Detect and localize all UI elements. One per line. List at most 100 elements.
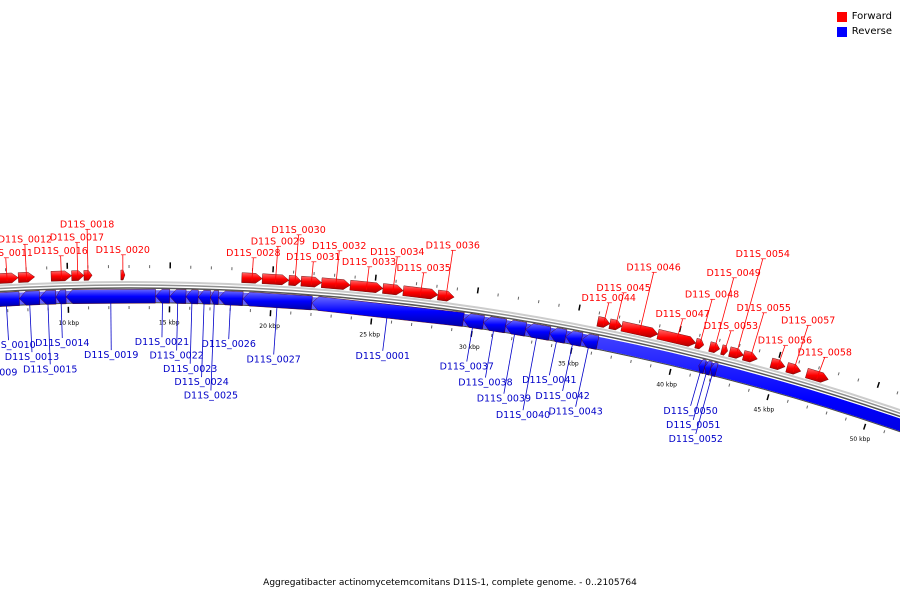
gene-label[interactable]: D11S_0015	[23, 364, 77, 375]
outer-tick	[778, 351, 782, 358]
gene-label[interactable]: D11S_0046	[626, 263, 680, 274]
label-layer: D11S_0006D11S_0011D11S_0012D11S_0016D11S…	[0, 219, 852, 445]
inner-tick	[806, 405, 809, 409]
scale-label: 40 kbp	[656, 381, 677, 388]
gene-label[interactable]: D11S_0038	[458, 378, 512, 389]
gene-label[interactable]: D11S_0023	[163, 364, 217, 375]
outer-tick	[558, 303, 560, 307]
gene-label[interactable]: D11S_0029	[251, 237, 305, 248]
forward-gene	[402, 285, 439, 300]
gene-label[interactable]: D11S_0050	[663, 406, 717, 417]
leader-line	[466, 326, 473, 362]
leader-line	[47, 303, 51, 365]
gene-label[interactable]: D11S_0040	[496, 410, 550, 421]
gene-label[interactable]: D11S_0032	[312, 241, 366, 252]
gene-label[interactable]: D11S_0028	[226, 248, 280, 259]
inner-tick	[825, 411, 828, 415]
gene-label[interactable]: D11S_0011	[0, 248, 33, 259]
gene-label[interactable]: D11S_0019	[84, 350, 138, 361]
leader-line	[86, 229, 89, 279]
gene-label[interactable]: D11S_0043	[548, 407, 602, 418]
leader-line	[503, 333, 516, 394]
legend-forward: Forward	[836, 9, 892, 24]
leader-line	[176, 302, 179, 351]
gene-label[interactable]: D11S_0021	[135, 337, 189, 348]
gene-label[interactable]: D11S_0022	[149, 350, 203, 361]
inner-tick	[862, 423, 867, 430]
gene-label[interactable]: D11S_0012	[0, 234, 52, 245]
leader-line	[638, 272, 654, 334]
gene-label[interactable]: D11S_0033	[342, 257, 396, 268]
leader-line	[723, 331, 732, 354]
forward-gene	[728, 346, 744, 359]
outer-tick	[818, 366, 820, 370]
leader-line	[60, 302, 63, 339]
inner-tick	[747, 388, 750, 392]
gene-label[interactable]: D11S_0044	[582, 293, 636, 304]
outer-tick	[638, 319, 641, 323]
gene-label[interactable]: D11S_0056	[758, 336, 812, 347]
gene-label[interactable]: D11S_0009	[0, 367, 17, 378]
gene-label[interactable]: D11S_0014	[35, 338, 89, 349]
scale-label: 15 kbp	[159, 319, 180, 326]
leader-line	[24, 244, 28, 281]
gene-label[interactable]: D11S_0052	[669, 434, 723, 445]
leader-line	[189, 302, 193, 364]
gene-label[interactable]: D11S_0057	[781, 315, 835, 326]
gene-label[interactable]: D11S_0036	[426, 240, 480, 251]
gene-label[interactable]: D11S_0039	[477, 394, 531, 405]
forward-gene	[720, 344, 728, 356]
gene-label[interactable]: D11S_0018	[60, 219, 114, 230]
gene-label[interactable]: D11S_0026	[202, 339, 256, 350]
leader-line	[695, 374, 713, 435]
gene-label[interactable]: D11S_0054	[736, 249, 790, 260]
leader-line	[692, 373, 707, 420]
forward-gene	[694, 337, 705, 350]
leader-line	[275, 246, 279, 283]
gene-label[interactable]: D11S_0035	[396, 263, 450, 274]
gene-label[interactable]: D11S_0045	[596, 283, 650, 294]
gene-label[interactable]: D11S_0047	[655, 309, 709, 320]
forward-gene	[805, 367, 829, 383]
gene-label[interactable]: D11S_0017	[50, 233, 104, 244]
backbone-outer-line	[0, 280, 900, 412]
inner-tick	[610, 355, 612, 359]
leader-line	[575, 346, 589, 407]
gene-label[interactable]: D11S_0058	[798, 347, 852, 358]
leader-line	[602, 302, 610, 326]
inner-tick	[883, 430, 886, 434]
gene-label[interactable]: D11S_0049	[706, 268, 760, 279]
gene-label[interactable]: D11S_0055	[737, 303, 791, 314]
leader-line	[485, 330, 495, 378]
gene-label[interactable]: D11S_0024	[174, 377, 228, 388]
gene-label[interactable]: D11S_0034	[370, 247, 424, 258]
gene-label[interactable]: D11S_0037	[440, 362, 494, 373]
leader-line	[294, 234, 299, 284]
gene-label[interactable]: D11S_0041	[522, 375, 576, 386]
map-caption: Aggregatibacter actinomycetemcomitans D1…	[263, 578, 637, 588]
gene-label[interactable]: D11S_0027	[246, 354, 300, 365]
leader-line	[201, 303, 205, 378]
gene-label[interactable]: D11S_0013	[5, 352, 59, 363]
forward-gene	[785, 362, 802, 375]
gene-label[interactable]: D11S_0025	[184, 390, 238, 401]
inner-tick	[630, 359, 632, 364]
gene-label[interactable]: D11S_0010	[0, 340, 36, 351]
gene-label[interactable]: D11S_0020	[96, 245, 150, 256]
leader-line	[382, 316, 388, 351]
outer-tick	[598, 311, 601, 315]
gene-label[interactable]: D11S_0053	[704, 321, 758, 332]
forward-gene	[0, 272, 19, 284]
gene-label[interactable]: D11S_0030	[271, 225, 325, 236]
gene-label[interactable]: D11S_0001	[356, 351, 410, 362]
outer-tick	[476, 287, 480, 294]
gene-label[interactable]: D11S_0016	[33, 246, 87, 257]
inner-tick	[766, 394, 770, 401]
gene-label[interactable]: D11S_0051	[666, 420, 720, 431]
gene-label[interactable]: D11S_0048	[685, 290, 739, 301]
gene-label[interactable]: D11S_0042	[535, 391, 589, 402]
gene-label[interactable]: D11S_0031	[286, 252, 340, 263]
scale-label: 10 kbp	[58, 320, 79, 327]
inner-tick	[786, 399, 789, 403]
